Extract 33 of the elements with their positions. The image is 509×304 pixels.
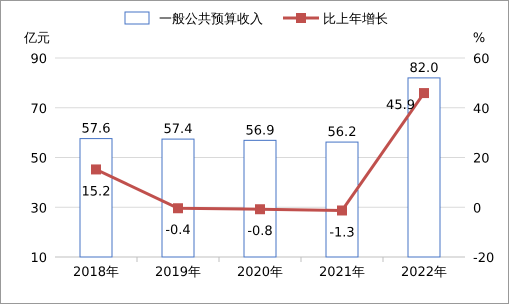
data-label: -0.4 [165, 223, 191, 238]
x-tick-label: 2022年 [400, 265, 448, 280]
point [91, 164, 101, 174]
y-axis-title: 亿元 [23, 31, 50, 46]
data-label: 57.6 [82, 122, 110, 137]
y-tick-label: 30 [30, 201, 47, 216]
x-tick-label: 2019年 [154, 265, 202, 280]
y2-tick-label: 20 [473, 152, 490, 166]
point [337, 205, 347, 216]
y2-tick-label: 0 [473, 201, 482, 216]
data-label: 57.4 [164, 122, 192, 138]
data-label: -1.3 [329, 225, 355, 240]
x-tick-label: 2020年 [236, 265, 284, 280]
data-label: 82.0 [410, 60, 438, 76]
data-label: 15.2 [82, 184, 110, 200]
point [255, 204, 265, 214]
y2-tick-label: 40 [473, 102, 490, 117]
y2-tick-label: -20 [473, 251, 494, 266]
data-label: 56.9 [246, 123, 274, 138]
y-tick-label: 90 [30, 52, 47, 67]
y2-tick-label: 60 [473, 52, 490, 67]
legend-label: 比上年增长 [323, 12, 388, 27]
point [419, 88, 429, 98]
point [173, 203, 183, 214]
y-tick-label: 50 [30, 152, 47, 166]
x-tick-label: 2021年 [318, 265, 366, 280]
x-tick-label: 2018年 [72, 265, 120, 280]
legend-label: 一般公共预算收入 [159, 12, 263, 27]
data-label: -0.8 [247, 224, 273, 240]
data-label: 56.2 [328, 125, 356, 140]
y-tick-label: 70 [30, 102, 47, 117]
y-tick-label: 10 [30, 251, 47, 266]
y2-axis-title: % [472, 31, 486, 46]
